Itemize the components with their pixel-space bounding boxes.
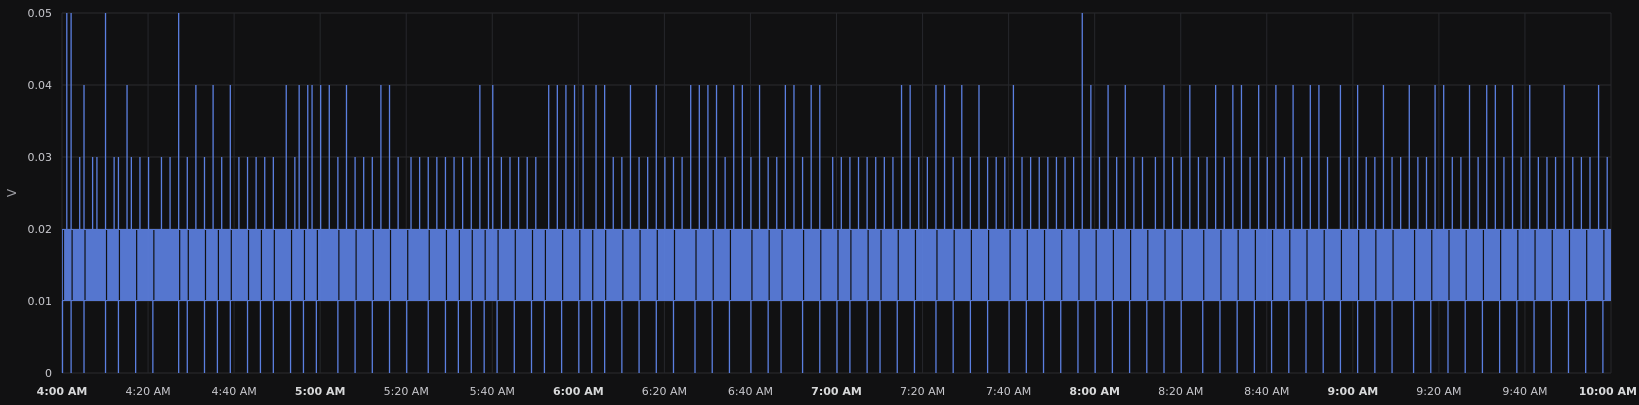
x-tick-label: 7:00 AM (811, 385, 862, 398)
y-tick-label: 0.02 (28, 223, 53, 236)
x-tick-label: 4:40 AM (212, 385, 257, 398)
x-tick-label: 7:40 AM (986, 385, 1031, 398)
x-tick-label: 6:20 AM (642, 385, 687, 398)
x-tick-label: 8:00 AM (1069, 385, 1120, 398)
y-tick-label: 0.01 (28, 295, 53, 308)
y-tick-label: 0.05 (28, 7, 53, 20)
x-tick-label: 9:20 AM (1416, 385, 1461, 398)
y-tick-label: 0.03 (28, 151, 53, 164)
x-tick-label: 9:00 AM (1328, 385, 1379, 398)
x-tick-label: 9:40 AM (1502, 385, 1547, 398)
y-axis-title: V (5, 188, 19, 197)
x-tick-label: 5:20 AM (384, 385, 429, 398)
x-tick-label: 4:20 AM (125, 385, 170, 398)
x-tick-label: 10:00 AM (1579, 385, 1637, 398)
x-tick-label: 5:00 AM (295, 385, 346, 398)
y-tick-label: 0 (45, 367, 52, 380)
x-axis: 4:00 AM 4:20 AM 4:40 AM 5:00 AM 5:20 AM 5:40 … (37, 385, 1637, 398)
baseline-band (62, 229, 1611, 301)
x-tick-label: 6:40 AM (728, 385, 773, 398)
x-tick-label: 5:40 AM (470, 385, 515, 398)
y-tick-label: 0.04 (28, 79, 53, 92)
x-tick-label: 7:20 AM (900, 385, 945, 398)
y-axis: 0.05 0.04 0.03 0.02 0.01 0 (28, 7, 53, 380)
x-tick-label: 4:00 AM (37, 385, 88, 398)
x-tick-label: 8:40 AM (1244, 385, 1289, 398)
bars (61, 13, 1611, 373)
x-tick-label: 6:00 AM (553, 385, 604, 398)
x-tick-label: 8:20 AM (1158, 385, 1203, 398)
